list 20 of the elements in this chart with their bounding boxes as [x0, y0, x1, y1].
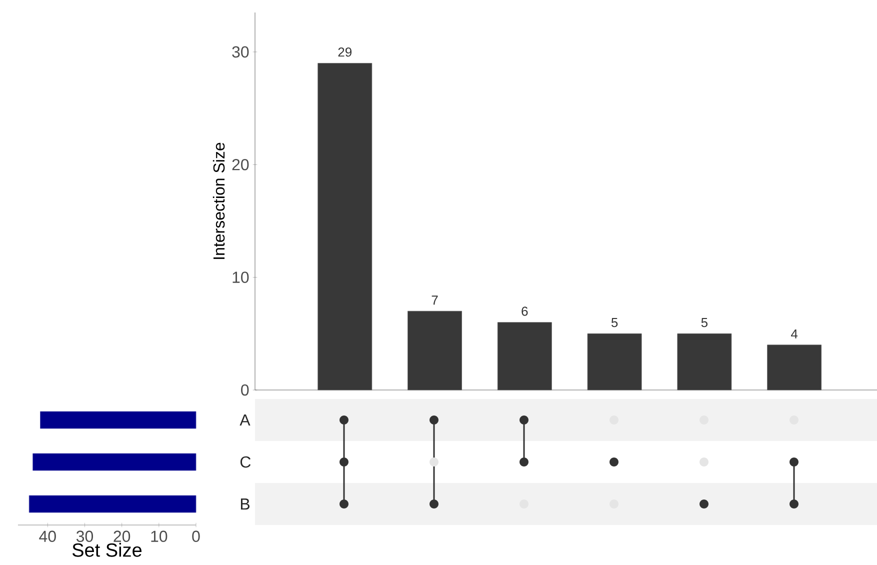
x-tick-label: 30: [76, 530, 94, 542]
x-tick-label: 0: [192, 530, 200, 542]
x-tick-label: 40: [39, 530, 56, 542]
x-tick-label: 10: [151, 530, 168, 542]
y-tick-label: 0: [241, 384, 249, 396]
y-tick-label: A: [240, 414, 250, 426]
y-tick-label: B: [240, 498, 250, 510]
data-label: 6: [522, 306, 528, 316]
data-label: 5: [611, 318, 618, 328]
data-label: 4: [791, 329, 798, 338]
data-label: 7: [432, 296, 438, 305]
y-tick-label: 10: [232, 272, 249, 283]
y-tick-label: 20: [232, 158, 249, 170]
data-label: 29: [338, 47, 352, 57]
y-tick-label: 30: [232, 46, 249, 58]
y-axis-title: Intersection Size: [212, 142, 225, 259]
data-label: 5: [701, 318, 708, 328]
x-tick-label: 20: [114, 530, 130, 542]
x-axis-title: Set Size: [72, 542, 142, 557]
y-tick-label: C: [240, 456, 251, 468]
